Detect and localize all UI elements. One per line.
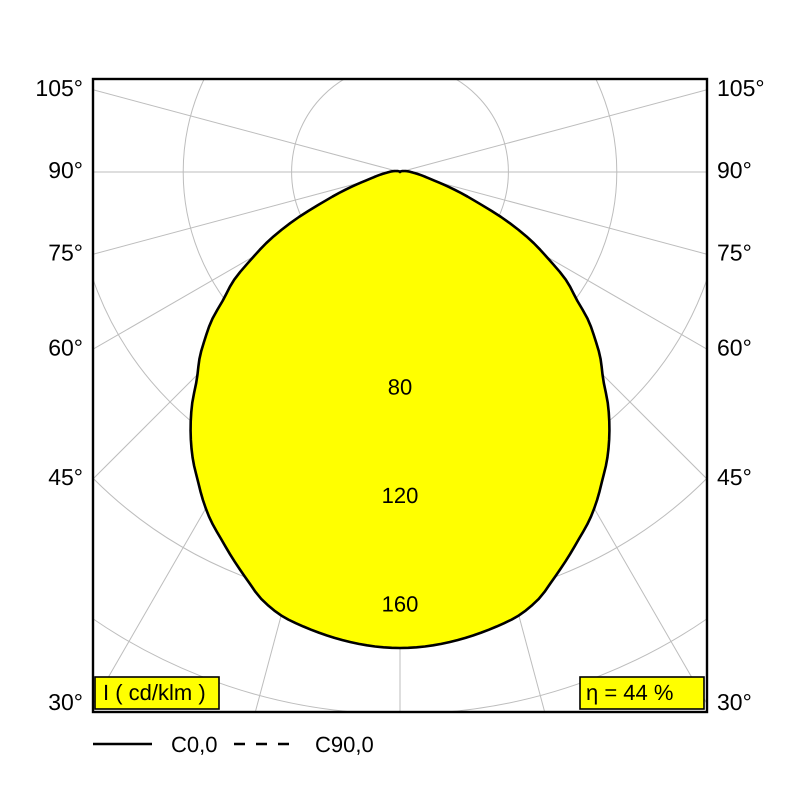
svg-text:η = 44 %: η = 44 % xyxy=(586,680,673,705)
svg-text:30°: 30° xyxy=(717,689,752,715)
svg-text:30°: 30° xyxy=(48,689,83,715)
svg-text:75°: 75° xyxy=(48,239,83,265)
svg-text:75°: 75° xyxy=(717,239,752,265)
svg-text:90°: 90° xyxy=(717,157,752,183)
svg-text:I ( cd/klm ): I ( cd/klm ) xyxy=(103,680,206,705)
svg-text:45°: 45° xyxy=(717,464,752,490)
svg-text:90°: 90° xyxy=(48,157,83,183)
svg-text:105°: 105° xyxy=(717,75,765,101)
svg-text:120: 120 xyxy=(382,483,419,508)
svg-text:160: 160 xyxy=(382,591,419,616)
svg-text:80: 80 xyxy=(388,375,412,400)
svg-text:105°: 105° xyxy=(35,75,83,101)
svg-text:C90,0: C90,0 xyxy=(315,733,374,757)
svg-text:45°: 45° xyxy=(48,464,83,490)
svg-text:60°: 60° xyxy=(717,334,752,360)
svg-text:60°: 60° xyxy=(48,334,83,360)
svg-text:C0,0: C0,0 xyxy=(171,733,217,757)
